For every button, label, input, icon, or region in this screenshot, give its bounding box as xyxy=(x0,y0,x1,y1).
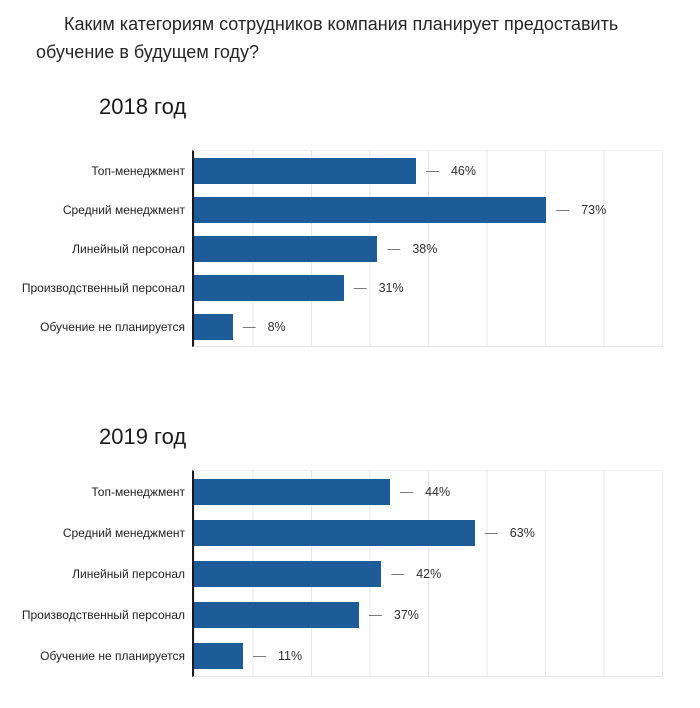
value-label: 11% xyxy=(278,648,303,663)
bar-row: Средний менеджмент — 63% xyxy=(63,512,662,553)
bar-chart-2018: Топ-менеджмент — 46% Средний менеджмент — 73%… xyxy=(22,150,663,347)
value-dash: — xyxy=(242,319,256,334)
chart-heading-2019: 2019 год xyxy=(99,424,187,449)
category-label: Производственный персонал xyxy=(21,607,185,622)
bar xyxy=(194,157,416,184)
category-label: Линейный персонал xyxy=(72,241,185,256)
category-label: Обучение не планируется xyxy=(40,319,185,334)
bar-row: Топ-менеджмент — 44% xyxy=(91,471,662,512)
chart-heading-2018: 2018 год xyxy=(99,94,187,119)
category-label: Средний менеджмент xyxy=(62,202,185,217)
bar-row: Линейный персонал — 42% xyxy=(72,553,662,594)
value-dash: — xyxy=(425,163,439,178)
value-label: 42% xyxy=(416,566,442,581)
value-label: 46% xyxy=(450,163,476,178)
category-label: Топ-менеджмент xyxy=(91,484,185,499)
value-label: 38% xyxy=(412,241,438,256)
value-group: — 63% xyxy=(485,525,535,540)
value-dash: — xyxy=(391,566,405,581)
value-group: — 73% xyxy=(556,202,606,217)
value-label: 44% xyxy=(425,484,451,499)
bar xyxy=(194,313,233,340)
bar xyxy=(194,519,475,546)
value-dash: — xyxy=(400,484,414,499)
value-dash: — xyxy=(484,525,498,540)
bar-row: Топ-менеджмент — 46% xyxy=(91,151,662,190)
value-dash: — xyxy=(368,607,382,622)
value-group: — 37% xyxy=(369,607,419,622)
bar-row: Средний менеджмент — 73% xyxy=(63,190,662,229)
value-group: — 31% xyxy=(354,280,404,295)
bar-row: Обучение не планируется — 11% xyxy=(40,635,662,676)
bar xyxy=(194,196,547,223)
value-group: — 44% xyxy=(400,484,450,499)
bar xyxy=(194,601,359,628)
category-label: Обучение не планируется xyxy=(40,648,185,663)
bar xyxy=(194,478,391,505)
value-label: 63% xyxy=(509,525,535,540)
bar xyxy=(194,274,344,301)
bar-row: Обучение не планируется — 8% xyxy=(40,307,662,346)
value-label: 31% xyxy=(378,280,404,295)
value-dash: — xyxy=(353,280,367,295)
category-label: Линейный персонал xyxy=(72,566,185,581)
value-label: 73% xyxy=(581,202,607,217)
bar-row: Производственный персонал — 31% xyxy=(22,268,662,307)
value-group: — 46% xyxy=(426,163,476,178)
page-title: Каким категориям сотрудников компания пл… xyxy=(36,14,619,62)
value-group: — 8% xyxy=(243,319,286,334)
value-group: — 42% xyxy=(391,566,441,581)
bar xyxy=(194,642,244,669)
value-dash: — xyxy=(253,648,267,663)
value-group: — 11% xyxy=(253,648,302,663)
value-dash: — xyxy=(387,241,401,256)
bar-row: Производственный персонал — 37% xyxy=(22,594,662,635)
value-dash: — xyxy=(556,202,570,217)
value-group: — 38% xyxy=(387,241,437,256)
value-label: 37% xyxy=(393,607,419,622)
category-label: Топ-менеджмент xyxy=(91,163,185,178)
category-label: Средний менеджмент xyxy=(62,525,185,540)
category-label: Производственный персонал xyxy=(21,280,185,295)
bar xyxy=(194,560,382,587)
value-label: 8% xyxy=(267,319,286,334)
bar xyxy=(194,235,378,262)
bar-chart-2019: Топ-менеджмент — 44% Средний менеджмент — 63%… xyxy=(22,470,663,677)
bar-row: Линейный персонал — 38% xyxy=(72,229,662,268)
